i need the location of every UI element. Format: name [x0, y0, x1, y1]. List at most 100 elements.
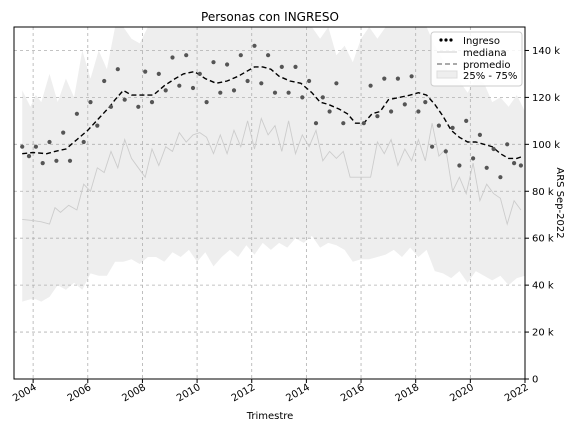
- data-point: [313, 121, 319, 126]
- y-tick-label: 0: [532, 375, 538, 386]
- data-point: [389, 109, 394, 114]
- data-point: [402, 102, 407, 107]
- x-tick-label: 2012: [230, 382, 258, 404]
- data-point: [430, 144, 435, 149]
- data-point: [231, 88, 237, 93]
- data-point: [320, 95, 325, 100]
- data-point: [218, 90, 223, 95]
- data-point: [225, 62, 230, 67]
- data-point: [47, 139, 52, 145]
- data-point: [471, 156, 476, 161]
- x-tick-label: 2022: [503, 382, 531, 404]
- x-tick-label: 2010: [175, 382, 203, 404]
- data-point: [293, 64, 298, 69]
- legend: Ingreso mediana promedio 25% - 75%: [430, 31, 523, 87]
- data-point: [204, 100, 209, 105]
- data-point: [170, 55, 175, 60]
- y-axis-label: ARS Sep-2022: [554, 167, 565, 238]
- data-point: [416, 109, 421, 114]
- data-point: [300, 95, 305, 100]
- data-point: [382, 76, 387, 81]
- data-point: [498, 175, 503, 180]
- plot-area: [13, 26, 526, 380]
- y-tick-label: 40 k: [532, 281, 554, 292]
- legend-label-mediana: mediana: [463, 48, 507, 59]
- mean-line: [22, 66, 524, 160]
- points-layer: [20, 43, 524, 180]
- data-point: [259, 81, 264, 86]
- data-point: [20, 144, 25, 149]
- data-point: [122, 97, 127, 102]
- data-point: [190, 85, 196, 91]
- data-point: [211, 60, 216, 65]
- data-point: [33, 144, 39, 149]
- legend-item-mediana: mediana: [437, 48, 507, 59]
- data-point: [334, 81, 339, 86]
- legend-item-promedio: promedio: [437, 60, 511, 71]
- y-axis-right: 0 20 k 40 k 60 k 80 k 100 k 120 k 140 k: [525, 46, 560, 386]
- x-tick-label: 2018: [394, 382, 422, 404]
- x-axis: 2004 2006 2008 2010 2012 2014 2016 2018 2020 2022: [11, 379, 531, 404]
- data-point: [67, 158, 73, 163]
- data-point: [450, 125, 455, 130]
- data-point: [375, 114, 380, 119]
- x-tick-label: 2006: [66, 382, 94, 404]
- data-point: [74, 111, 79, 116]
- y-tick-label: 100 k: [532, 140, 560, 151]
- x-tick-label: 2008: [120, 382, 148, 404]
- data-point: [423, 100, 428, 105]
- data-point: [518, 163, 524, 168]
- y-tick-label: 80 k: [532, 187, 554, 198]
- x-tick-label: 2004: [11, 382, 39, 404]
- data-point: [491, 146, 496, 152]
- legend-item-ingreso: Ingreso: [439, 36, 500, 47]
- data-point: [40, 161, 45, 166]
- data-point: [81, 139, 86, 145]
- median-layer: [22, 117, 522, 226]
- data-point: [102, 78, 107, 84]
- chart-title: Personas con INGRESO: [201, 10, 339, 24]
- data-point: [184, 53, 189, 58]
- legend-label-ingreso: Ingreso: [463, 36, 500, 47]
- x-tick-label: 2016: [339, 382, 367, 404]
- data-point: [26, 154, 32, 159]
- data-point: [54, 158, 59, 163]
- data-point: [149, 100, 155, 105]
- data-point: [484, 165, 489, 170]
- x-axis-label: Trimestre: [246, 411, 294, 422]
- data-point: [197, 71, 202, 76]
- data-point: [245, 78, 250, 84]
- data-point: [368, 83, 373, 88]
- data-point: [272, 90, 278, 95]
- data-point: [457, 163, 462, 168]
- data-point: [163, 88, 168, 93]
- y-tick-label: 120 k: [532, 93, 560, 104]
- data-point: [143, 69, 148, 74]
- data-point: [88, 100, 93, 105]
- data-point: [252, 43, 257, 48]
- median-line: [22, 117, 522, 226]
- data-point: [279, 64, 284, 69]
- legend-label-promedio: promedio: [463, 60, 511, 71]
- data-point: [464, 118, 469, 123]
- y-tick-label: 140 k: [532, 46, 560, 57]
- legend-label-band: 25% - 75%: [463, 71, 517, 82]
- data-point: [477, 132, 482, 137]
- data-point: [409, 74, 414, 79]
- data-point: [95, 123, 100, 128]
- plot-frame: [13, 26, 526, 380]
- x-tick-label: 2020: [448, 382, 476, 404]
- data-point: [307, 78, 312, 84]
- data-point: [341, 121, 346, 126]
- data-point: [327, 109, 332, 114]
- data-point: [115, 67, 120, 72]
- data-point: [136, 104, 141, 109]
- legend-item-band: 25% - 75%: [436, 70, 517, 82]
- x-tick-label: 2014: [284, 382, 312, 404]
- data-point: [436, 123, 441, 128]
- data-point: [286, 90, 291, 95]
- y-tick-label: 20 k: [532, 328, 554, 339]
- data-point: [266, 53, 271, 58]
- data-point: [238, 53, 243, 58]
